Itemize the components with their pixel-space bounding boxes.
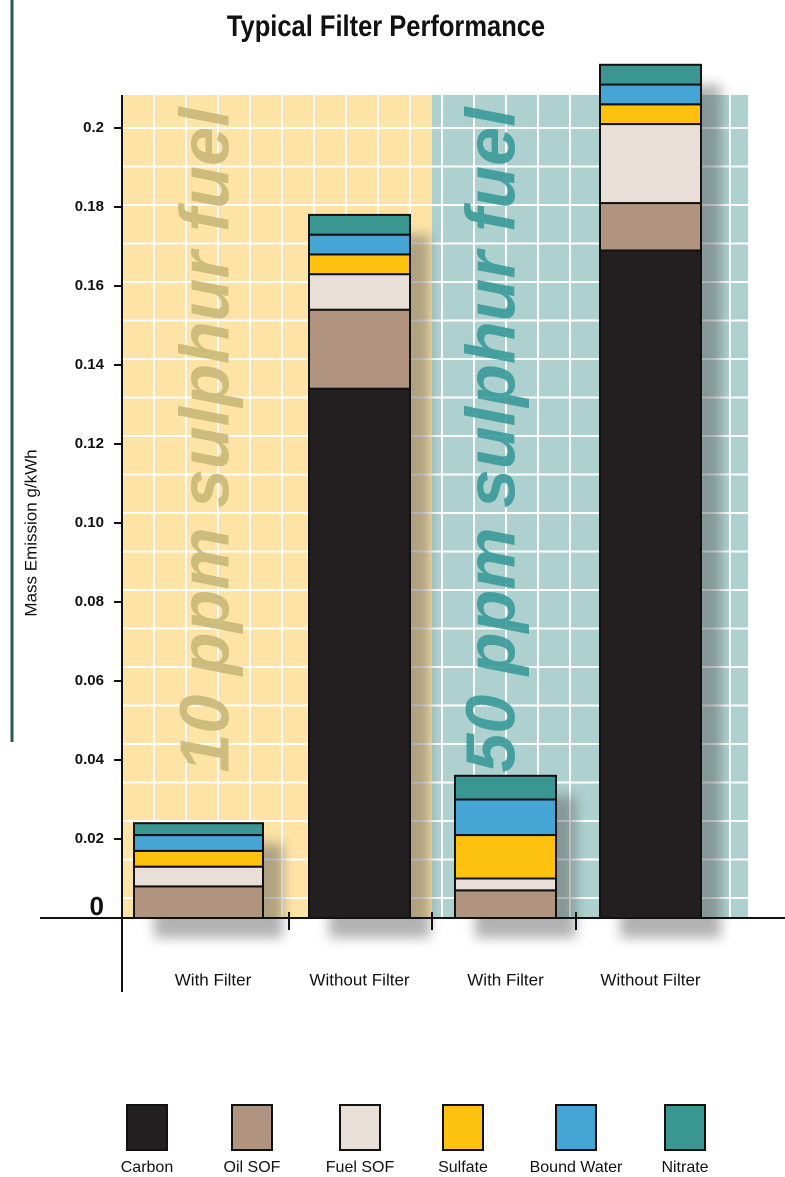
annotation: 10 ppm sulphur fuel xyxy=(165,106,243,773)
bar-segment xyxy=(454,877,557,892)
bar-segment xyxy=(308,233,411,256)
legend-label: Fuel SOF xyxy=(326,1159,395,1176)
legend-label: Nitrate xyxy=(661,1159,708,1176)
bar-segment xyxy=(308,253,411,276)
x-tick-label: With Filter xyxy=(175,970,252,989)
legend-swatch xyxy=(664,1104,706,1151)
y-axis-label: Mass Emission g/kWh xyxy=(21,449,40,616)
bar-segment xyxy=(599,249,702,919)
x-tick-label: With Filter xyxy=(467,970,544,989)
bar-segment xyxy=(308,213,411,236)
legend-swatch xyxy=(339,1104,381,1151)
bar-segment xyxy=(599,123,702,205)
y-tick-label: 0.12 xyxy=(75,435,104,452)
legend-swatch xyxy=(231,1104,273,1151)
legend-swatch xyxy=(555,1104,597,1151)
x-tick-label: Without Filter xyxy=(309,970,409,989)
y-tick-label: 0.18 xyxy=(75,198,104,215)
bar-segment xyxy=(308,387,411,919)
legend-label: Carbon xyxy=(121,1159,173,1176)
y-tick-label: 0.02 xyxy=(75,830,104,847)
bar-segment xyxy=(133,834,264,852)
bar-segment xyxy=(599,202,702,252)
bar-segment xyxy=(308,273,411,311)
x-tick-label: Without Filter xyxy=(600,970,700,989)
legend-label: Sulfate xyxy=(438,1159,488,1176)
bar-segment xyxy=(454,889,557,919)
bar-segment xyxy=(308,308,411,390)
bar-segment xyxy=(133,822,264,837)
bar-segment xyxy=(133,865,264,888)
y-tick-label: 0.08 xyxy=(75,593,104,610)
y-tick-label: 0 xyxy=(90,891,104,921)
bar-segment xyxy=(454,774,557,801)
bar-segment xyxy=(599,63,702,86)
y-tick-label: 0.16 xyxy=(75,277,104,294)
bar-segment xyxy=(133,885,264,920)
y-tick-label: 0.06 xyxy=(75,672,104,689)
bar-segment xyxy=(599,103,702,126)
legend-label: Bound Water xyxy=(530,1159,623,1176)
legend-label: Oil SOF xyxy=(224,1159,281,1176)
y-tick-label: 0.10 xyxy=(75,514,104,531)
legend-swatch xyxy=(442,1104,484,1151)
y-tick-label: 0.2 xyxy=(83,119,104,136)
bar-segment xyxy=(133,849,264,868)
y-tick-label: 0.14 xyxy=(75,356,105,373)
annotation: 50 ppm sulphur fuel xyxy=(451,106,529,773)
plot xyxy=(133,63,721,939)
bar-segment xyxy=(599,83,702,106)
y-tick-label: 0.04 xyxy=(75,751,105,768)
bar-segment xyxy=(454,834,557,880)
legend-swatch xyxy=(126,1104,168,1151)
chart-title: Typical Filter Performance xyxy=(227,9,545,42)
bar-segment xyxy=(454,798,557,837)
